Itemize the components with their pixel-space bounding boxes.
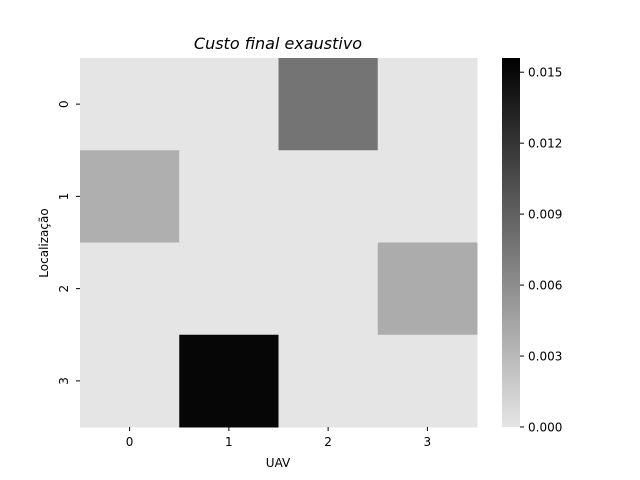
x-tick-label: 2	[324, 435, 332, 449]
heatmap-cell-r1-c3	[377, 150, 478, 243]
colorbar-tick-label: 0.009	[528, 208, 562, 222]
heatmap-cell-r0-c1	[179, 58, 279, 151]
heatmap-cell-r1-c2	[278, 150, 379, 243]
y-tick-label: 1	[57, 193, 71, 201]
heatmap-cell-r2-c1	[179, 242, 279, 336]
colorbar-tick-label: 0.006	[528, 279, 562, 293]
x-tick-label: 3	[424, 435, 432, 449]
colorbar-ticks: 0.000 0.003 0.006 0.009 0.012 0.015	[520, 66, 562, 435]
chart-title: Custo final exaustivo	[194, 34, 362, 53]
x-tick-label: 1	[225, 435, 233, 449]
y-tick-label: 0	[57, 100, 71, 108]
heatmap-cell-r3-c3	[377, 334, 478, 428]
heatmap-cell-r3-c0	[80, 334, 180, 428]
heatmap-cell-r1-c0	[80, 150, 180, 243]
heatmap-cells	[80, 58, 478, 428]
heatmap-cell-r3-c2	[278, 334, 379, 428]
x-axis-ticks: 0 1 2 3	[126, 427, 431, 449]
y-axis-ticks: 0 1 2 3	[57, 100, 80, 385]
x-tick-label: 0	[126, 435, 134, 449]
heatmap-cell-r1-c1	[179, 150, 279, 243]
heatmap-cell-r0-c0	[80, 58, 180, 151]
colorbar	[502, 58, 520, 427]
colorbar-tick-label: 0.015	[528, 66, 562, 80]
heatmap-cell-r0-c3	[377, 58, 478, 151]
y-tick-label: 3	[57, 377, 71, 385]
heatmap-cell-r2-c0	[80, 242, 180, 336]
y-tick-label: 2	[57, 285, 71, 293]
colorbar-tick-label: 0.012	[528, 137, 562, 151]
heatmap-cell-r0-c2	[278, 58, 379, 151]
x-axis-label: UAV	[266, 456, 291, 470]
heatmap-cell-r2-c2	[278, 242, 379, 336]
colorbar-tick-label: 0.000	[528, 421, 562, 435]
heatmap-cell-r2-c3	[377, 242, 478, 336]
heatmap-cell-r3-c1	[179, 334, 279, 428]
colorbar-tick-label: 0.003	[528, 350, 562, 364]
y-axis-label: Localização	[37, 208, 51, 277]
